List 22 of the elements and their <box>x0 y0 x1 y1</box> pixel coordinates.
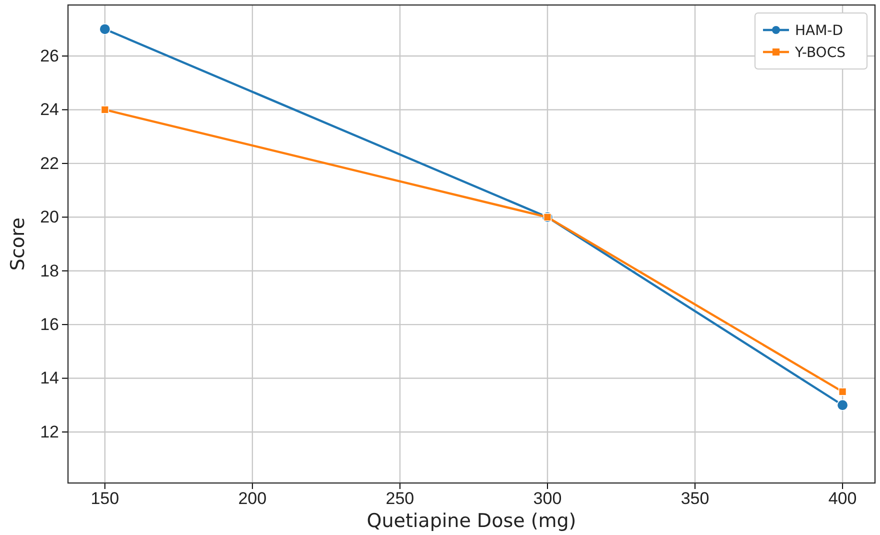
x-tick-label: 150 <box>90 489 120 508</box>
y-tick-label: 18 <box>40 261 59 280</box>
y-tick-label: 22 <box>40 154 59 173</box>
x-tick-label: 300 <box>533 489 562 508</box>
y-tick-label: 26 <box>40 46 59 66</box>
legend-label: Y-BOCS <box>794 45 846 61</box>
y-tick-label: 16 <box>40 315 59 334</box>
y-axis-title: Score <box>7 217 29 271</box>
point <box>836 399 848 411</box>
x-tick-label: 250 <box>386 489 414 508</box>
y-tick-label: 12 <box>40 422 59 442</box>
point <box>100 106 109 114</box>
point <box>838 388 847 396</box>
x-tick-label: 200 <box>238 489 267 508</box>
y-tick-label: 24 <box>40 100 59 120</box>
x-tick-label: 350 <box>680 489 710 508</box>
y-tick-label: 20 <box>40 208 59 227</box>
legend-label: HAM-D <box>795 23 844 39</box>
x-tick-label: 400 <box>828 489 857 508</box>
x-axis-title: Quetiapine Dose (mg) <box>366 510 576 532</box>
y-tick-label: 14 <box>40 368 59 388</box>
point <box>99 23 111 35</box>
